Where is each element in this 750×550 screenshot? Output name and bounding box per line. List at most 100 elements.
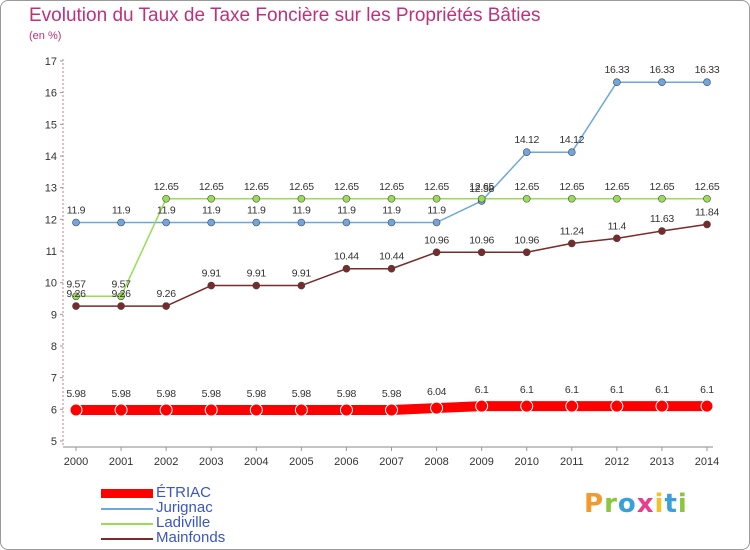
data-label: 12.65 bbox=[334, 181, 359, 193]
legend-label-etriac: ÉTRIAC bbox=[156, 484, 212, 501]
data-point bbox=[522, 248, 531, 257]
y-tick-label: 10 bbox=[45, 278, 57, 290]
y-tick-label: 17 bbox=[45, 56, 57, 68]
data-label: 9.91 bbox=[202, 268, 222, 280]
y-tick-label: 11 bbox=[46, 246, 57, 258]
data-label: 9.57 bbox=[111, 278, 131, 290]
data-point bbox=[432, 194, 441, 203]
data-label: 11.9 bbox=[337, 205, 356, 217]
data-label: 6.1 bbox=[700, 384, 714, 396]
data-point bbox=[565, 399, 579, 413]
data-label: 9.91 bbox=[247, 268, 267, 280]
data-label: 9.26 bbox=[111, 288, 131, 300]
data-label: 12.65 bbox=[154, 181, 179, 193]
data-label: 6.1 bbox=[655, 384, 669, 396]
legend-item-etriac: ÉTRIAC bbox=[101, 484, 321, 502]
data-point bbox=[430, 401, 444, 415]
data-label: 6.04 bbox=[427, 386, 447, 398]
y-tick-label: 6 bbox=[51, 404, 57, 416]
data-point bbox=[249, 403, 263, 417]
legend-label-mainfonds: Mainfonds bbox=[156, 529, 226, 546]
data-point bbox=[69, 403, 83, 417]
data-point bbox=[252, 194, 261, 203]
y-tick-label: 7 bbox=[51, 373, 57, 385]
data-label: 14.12 bbox=[514, 134, 539, 146]
data-label: 6.1 bbox=[520, 384, 534, 396]
data-point bbox=[655, 399, 669, 413]
data-label: 14.12 bbox=[559, 134, 584, 146]
data-label: 5.98 bbox=[292, 388, 312, 400]
data-label: 5.98 bbox=[337, 388, 357, 400]
data-label: 12.65 bbox=[379, 181, 404, 193]
data-point bbox=[522, 148, 531, 156]
data-point bbox=[252, 281, 261, 290]
data-label: 11.9 bbox=[292, 205, 311, 217]
data-label: 11.9 bbox=[202, 205, 221, 217]
data-label: 12.65 bbox=[695, 181, 720, 193]
data-point bbox=[703, 220, 711, 229]
x-tick-label: 2002 bbox=[154, 456, 178, 468]
legend-swatch-etriac bbox=[101, 489, 153, 498]
data-label: 16.33 bbox=[650, 64, 675, 76]
data-label: 10.44 bbox=[334, 251, 359, 263]
y-tick-label: 8 bbox=[51, 341, 57, 353]
legend-item-ladiville: Ladiville bbox=[101, 514, 321, 532]
data-label: 16.33 bbox=[604, 64, 629, 76]
data-point bbox=[159, 403, 173, 417]
data-point bbox=[475, 399, 489, 413]
y-tick-label: 15 bbox=[45, 119, 57, 131]
data-label: 11.63 bbox=[650, 213, 674, 225]
data-point bbox=[703, 194, 711, 203]
x-tick-label: 2012 bbox=[605, 456, 629, 468]
x-tick-label: 2014 bbox=[695, 456, 719, 468]
logo-letter: o bbox=[617, 489, 637, 519]
data-point bbox=[522, 194, 531, 203]
proxiti-logo: Proxiti bbox=[584, 489, 688, 519]
data-label: 11.9 bbox=[382, 205, 401, 217]
x-tick-label: 2001 bbox=[109, 456, 133, 468]
y-tick-label: 12 bbox=[45, 214, 57, 226]
data-point bbox=[117, 292, 125, 301]
data-point bbox=[117, 218, 125, 227]
legend-swatch-jurignac bbox=[101, 508, 153, 510]
data-label: 12.65 bbox=[289, 181, 314, 193]
x-tick-label: 2011 bbox=[560, 456, 584, 468]
data-point bbox=[387, 218, 396, 227]
data-point bbox=[387, 264, 396, 273]
x-tick-label: 2004 bbox=[244, 456, 268, 468]
data-point bbox=[610, 399, 624, 413]
logo-letter: i bbox=[654, 489, 665, 519]
data-point bbox=[432, 248, 441, 257]
legend-swatch-mainfonds bbox=[101, 538, 153, 540]
logo-letter: x bbox=[636, 489, 655, 519]
logo-letter: r bbox=[604, 489, 618, 519]
data-label: 11.4 bbox=[608, 220, 627, 232]
data-point bbox=[297, 218, 306, 227]
data-point bbox=[700, 399, 714, 413]
data-label: 11.24 bbox=[560, 225, 584, 237]
legend-label-ladiville: Ladiville bbox=[156, 514, 211, 531]
y-tick-label: 9 bbox=[51, 309, 57, 321]
x-tick-label: 2009 bbox=[469, 456, 493, 468]
data-point bbox=[385, 403, 398, 417]
data-point bbox=[432, 218, 441, 227]
data-label: 5.98 bbox=[157, 388, 177, 400]
y-tick-label: 14 bbox=[45, 151, 57, 163]
data-label: 5.98 bbox=[202, 388, 222, 400]
data-label: 10.96 bbox=[424, 234, 449, 246]
data-point bbox=[658, 227, 666, 235]
logo-letter: t bbox=[664, 489, 678, 519]
data-point bbox=[342, 264, 351, 273]
data-label: 6.1 bbox=[610, 384, 624, 396]
data-point bbox=[252, 218, 261, 227]
data-point bbox=[658, 78, 666, 87]
data-label: 12.65 bbox=[469, 181, 494, 193]
legend-label-jurignac: Jurignac bbox=[156, 499, 213, 516]
data-point bbox=[567, 194, 576, 203]
x-tick-label: 2000 bbox=[64, 456, 88, 468]
data-label: 12.65 bbox=[650, 181, 675, 193]
data-label: 12.65 bbox=[604, 181, 629, 193]
y-tick-label: 13 bbox=[45, 183, 57, 195]
data-label: 9.91 bbox=[292, 268, 312, 280]
data-label: 11.9 bbox=[157, 205, 176, 217]
